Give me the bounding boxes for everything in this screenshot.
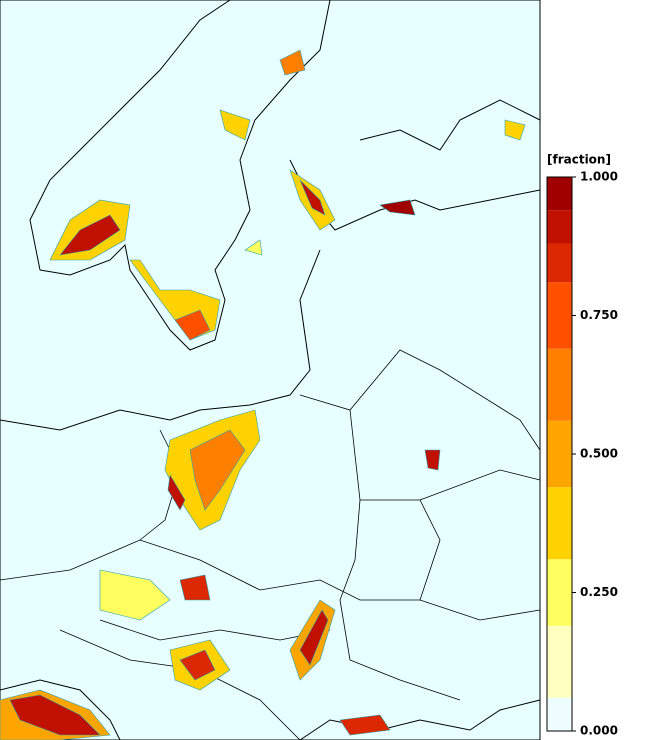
patch bbox=[189, 429, 246, 511]
colorbar: [fraction] 1.000 0.750 0.500 0.250 0.000 bbox=[546, 153, 618, 738]
patch bbox=[244, 239, 263, 256]
colorbar-band bbox=[547, 210, 572, 244]
patch bbox=[174, 309, 211, 341]
colorbar-title: [fraction] bbox=[547, 153, 611, 167]
colorbar-band bbox=[547, 243, 572, 283]
colorbar-tick-label: 0.500 bbox=[580, 447, 618, 461]
patch bbox=[179, 574, 211, 601]
border bbox=[99, 619, 331, 641]
patch bbox=[279, 49, 306, 76]
colorbar-tick-label: 0.750 bbox=[580, 308, 618, 322]
border bbox=[339, 499, 461, 701]
colorbar-tick-label: 0.000 bbox=[580, 724, 618, 738]
coastline bbox=[359, 99, 541, 151]
coastline bbox=[299, 699, 541, 740]
border bbox=[0, 539, 541, 621]
patch bbox=[339, 714, 391, 736]
patch bbox=[167, 474, 186, 511]
patch bbox=[299, 609, 329, 666]
colorbar-band bbox=[547, 177, 572, 211]
coastline bbox=[0, 249, 321, 431]
coastline bbox=[29, 0, 231, 271]
map-background bbox=[0, 0, 541, 740]
coastline bbox=[39, 0, 331, 351]
border bbox=[299, 349, 541, 451]
coastline bbox=[0, 679, 121, 740]
colorbar-band bbox=[547, 559, 572, 626]
colorbar-band bbox=[547, 697, 572, 731]
colorbar-band bbox=[547, 348, 572, 421]
colorbar-tick-label: 0.250 bbox=[580, 585, 618, 599]
patch bbox=[59, 214, 121, 256]
colorbar-band bbox=[547, 487, 572, 560]
patch bbox=[9, 694, 101, 736]
patch bbox=[424, 449, 441, 471]
border bbox=[419, 499, 441, 601]
patch bbox=[179, 649, 216, 681]
patch bbox=[99, 569, 171, 621]
colorbar-band bbox=[547, 420, 572, 488]
colorbar-tick-label: 1.000 bbox=[580, 170, 618, 184]
patch bbox=[379, 199, 416, 216]
field-patches bbox=[0, 49, 526, 740]
colorbar-band bbox=[547, 625, 572, 698]
colorbar-band bbox=[547, 282, 572, 349]
patch bbox=[219, 109, 251, 141]
patch bbox=[504, 119, 526, 141]
map bbox=[0, 0, 541, 740]
patch bbox=[299, 179, 326, 216]
